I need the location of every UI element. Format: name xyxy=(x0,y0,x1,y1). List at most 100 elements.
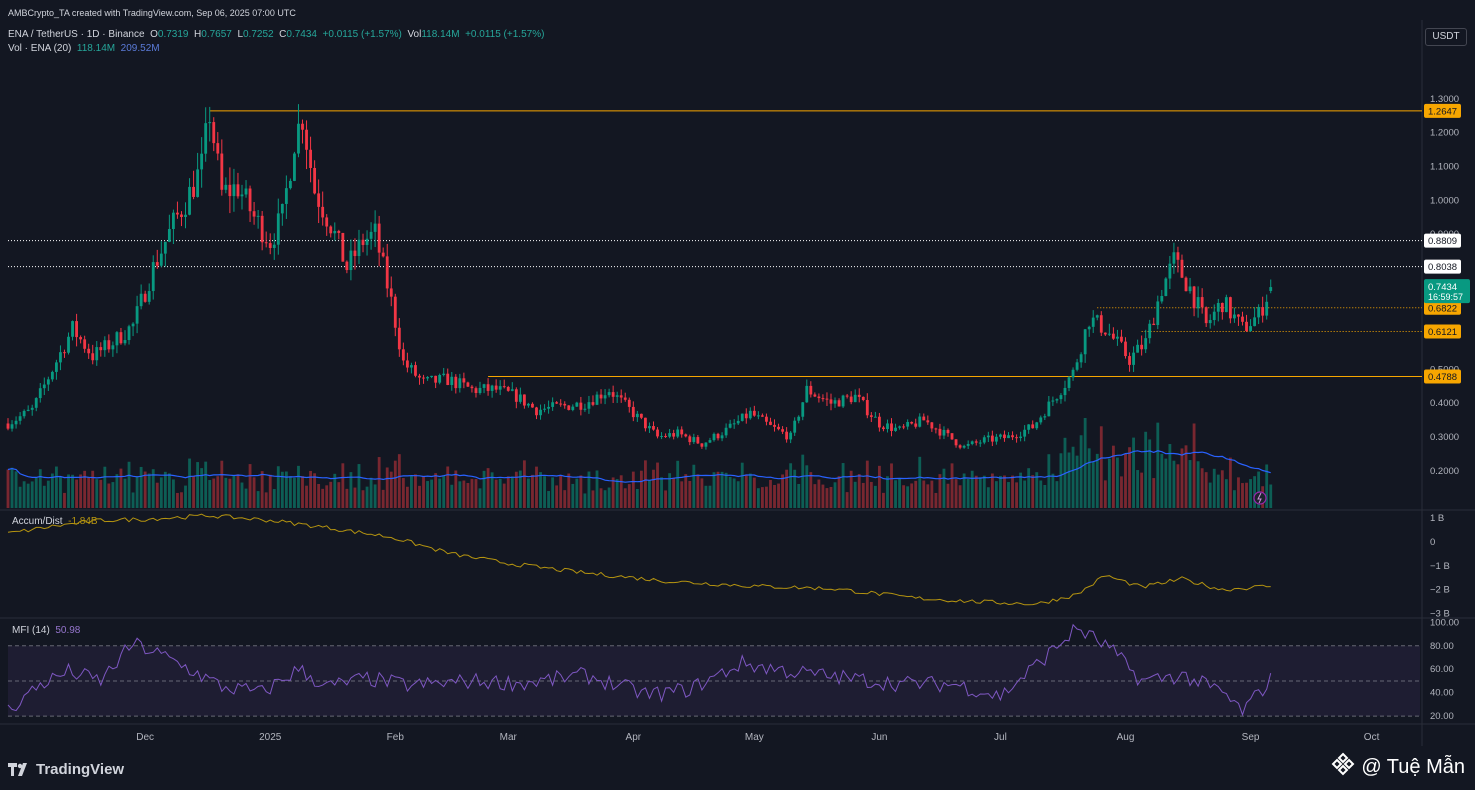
candle-body xyxy=(1233,314,1236,319)
high-label: H xyxy=(194,29,202,40)
candle-body xyxy=(514,389,518,402)
candle-body xyxy=(498,386,502,390)
volume-bar xyxy=(1095,453,1099,508)
candle-body xyxy=(676,429,680,437)
candle-body xyxy=(240,194,244,197)
volume-bar xyxy=(591,490,595,508)
candle-body xyxy=(1152,323,1156,326)
candle-body xyxy=(639,413,643,418)
candle-body xyxy=(522,394,526,406)
candle-body xyxy=(954,439,958,446)
volume-bar xyxy=(50,473,54,508)
volume-bar xyxy=(1196,461,1200,508)
volume-bar xyxy=(1228,457,1232,508)
candle-body xyxy=(769,421,772,425)
volume-bar xyxy=(446,466,450,508)
candle-body xyxy=(38,388,42,399)
volume-bar xyxy=(587,471,591,508)
candle-body xyxy=(914,423,918,427)
candle-body xyxy=(890,423,893,431)
volume-bar xyxy=(268,474,272,508)
low-label: L xyxy=(237,29,243,40)
adl-indicator-name[interactable]: Accum/Dist xyxy=(12,516,63,527)
volume-bar xyxy=(111,482,115,508)
volume-bar xyxy=(305,485,308,508)
volume-bar xyxy=(470,478,474,508)
volume-bar xyxy=(1200,468,1204,508)
candle-body xyxy=(926,420,930,423)
candle-body xyxy=(458,378,462,389)
volume-bar xyxy=(1241,483,1244,508)
price-axis-tick-label: 1.1000 xyxy=(1430,162,1459,173)
candle-body xyxy=(139,293,143,307)
candle-body xyxy=(188,186,191,215)
candle-body xyxy=(256,215,260,217)
vol-label: Vol xyxy=(407,29,422,40)
volume-bar xyxy=(30,481,34,508)
volume-bar xyxy=(79,474,83,508)
volume-bar xyxy=(825,488,829,508)
volume-indicator-name[interactable]: Vol · ENA (20) xyxy=(8,43,72,54)
candle-body xyxy=(1144,338,1148,350)
volume-bar xyxy=(1031,475,1035,508)
candle-body xyxy=(563,403,567,406)
volume-bar xyxy=(978,477,982,508)
volume-bar xyxy=(902,485,906,508)
candle-body xyxy=(1180,259,1184,278)
adl-axis-tick-label: 1 B xyxy=(1430,513,1444,524)
volume-bar xyxy=(462,480,466,508)
candle-body xyxy=(264,242,268,244)
candle-body xyxy=(389,288,393,297)
volume-bar xyxy=(716,471,720,508)
candle-body xyxy=(724,427,728,436)
volume-bar xyxy=(1253,476,1257,508)
chart-canvas[interactable]: Dec 2025 Feb Mar Apr May Jun Jul Aug Sep Oct 1.3000… xyxy=(0,0,1475,752)
candle-body xyxy=(970,441,974,444)
volume-bar xyxy=(539,472,542,508)
candle-body xyxy=(1188,286,1192,292)
tradingview-logo[interactable]: TradingView xyxy=(8,761,124,778)
currency-button[interactable]: USDT xyxy=(1425,28,1467,46)
lightning-icon[interactable] xyxy=(1253,491,1267,505)
volume-bar xyxy=(1120,476,1123,508)
volume-bar xyxy=(527,478,530,508)
candle-body xyxy=(809,385,813,395)
volume-bar xyxy=(256,491,260,508)
level-price-tag xyxy=(1424,103,1461,118)
candle-body xyxy=(450,376,454,385)
candle-body xyxy=(42,384,46,389)
candle-body xyxy=(1184,277,1188,292)
candle-body xyxy=(422,377,425,379)
candle-body xyxy=(385,256,389,289)
volume-bar xyxy=(865,460,869,508)
candle-body xyxy=(46,379,50,385)
volume-bar xyxy=(397,454,401,508)
volume-bar xyxy=(522,460,526,508)
candle-body xyxy=(397,327,401,350)
volume-bar xyxy=(644,460,647,508)
level-price-label: 0.4788 xyxy=(1428,372,1457,383)
candle-body xyxy=(276,213,280,245)
symbol-name[interactable]: ENA / TetherUS · 1D · Binance xyxy=(8,29,145,40)
volume-bar xyxy=(1269,484,1273,508)
level-price-tag xyxy=(1424,300,1461,315)
volume-bar xyxy=(575,478,579,508)
candle-body xyxy=(377,223,381,253)
volume-bar xyxy=(946,483,950,508)
low-value: 0.7252 xyxy=(243,29,274,40)
volume-bar xyxy=(1204,472,1208,508)
volume-bar xyxy=(1071,446,1075,508)
candle-body xyxy=(248,188,252,212)
volume-bar xyxy=(119,468,123,508)
candle-body xyxy=(877,416,881,428)
candle-body xyxy=(547,406,551,409)
candle-body xyxy=(1067,377,1071,388)
mfi-indicator-name[interactable]: MFI (14) xyxy=(12,625,50,636)
candle-body xyxy=(1059,395,1063,400)
volume-bar xyxy=(474,479,478,508)
volume-bar xyxy=(1172,460,1176,508)
candle-body xyxy=(982,437,986,443)
candle-body xyxy=(1241,316,1244,322)
volume-bar xyxy=(1067,452,1071,508)
candle-body xyxy=(760,415,764,417)
